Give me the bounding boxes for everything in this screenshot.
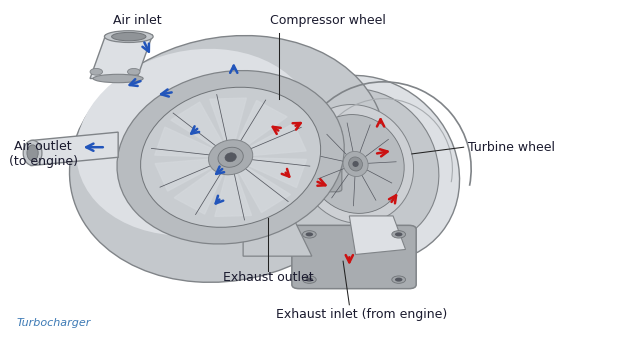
Polygon shape: [215, 168, 251, 216]
Polygon shape: [349, 216, 406, 255]
Text: Exhaust inlet (from engine): Exhaust inlet (from engine): [276, 308, 448, 321]
Ellipse shape: [104, 31, 153, 43]
Circle shape: [302, 276, 316, 283]
Polygon shape: [236, 164, 290, 213]
FancyBboxPatch shape: [292, 225, 416, 289]
Ellipse shape: [69, 35, 385, 282]
Ellipse shape: [225, 153, 236, 162]
Ellipse shape: [112, 32, 146, 41]
Polygon shape: [155, 159, 218, 191]
Circle shape: [392, 231, 406, 238]
Circle shape: [128, 68, 140, 75]
Ellipse shape: [140, 87, 321, 227]
Polygon shape: [171, 102, 225, 150]
Circle shape: [395, 232, 403, 236]
Circle shape: [395, 277, 403, 282]
Text: Compressor wheel: Compressor wheel: [269, 14, 385, 26]
Ellipse shape: [23, 140, 42, 166]
Text: Turbocharger: Turbocharger: [17, 318, 91, 328]
Polygon shape: [243, 123, 306, 156]
Ellipse shape: [298, 104, 413, 223]
Circle shape: [90, 68, 102, 75]
Ellipse shape: [27, 145, 38, 161]
Ellipse shape: [352, 161, 359, 167]
Ellipse shape: [307, 115, 404, 213]
Ellipse shape: [284, 89, 439, 246]
Circle shape: [305, 232, 313, 236]
Text: Turbine wheel: Turbine wheel: [468, 141, 555, 154]
Circle shape: [392, 276, 406, 283]
Polygon shape: [30, 132, 118, 166]
Polygon shape: [90, 35, 152, 78]
Ellipse shape: [218, 147, 243, 167]
Ellipse shape: [117, 71, 344, 244]
FancyBboxPatch shape: [263, 129, 342, 192]
Text: Air inlet: Air inlet: [112, 14, 161, 26]
Polygon shape: [236, 100, 287, 150]
Polygon shape: [210, 98, 246, 146]
Circle shape: [305, 277, 313, 282]
Polygon shape: [155, 127, 218, 157]
Ellipse shape: [343, 151, 368, 176]
Polygon shape: [243, 218, 312, 256]
Polygon shape: [174, 165, 225, 214]
Text: Air outlet
(to engine): Air outlet (to engine): [9, 140, 77, 168]
Ellipse shape: [271, 75, 460, 263]
Ellipse shape: [208, 140, 253, 175]
Ellipse shape: [349, 157, 363, 171]
Text: Exhaust outlet: Exhaust outlet: [223, 271, 314, 284]
Ellipse shape: [76, 49, 316, 236]
Circle shape: [302, 231, 316, 238]
Polygon shape: [243, 158, 307, 188]
Ellipse shape: [93, 74, 143, 83]
